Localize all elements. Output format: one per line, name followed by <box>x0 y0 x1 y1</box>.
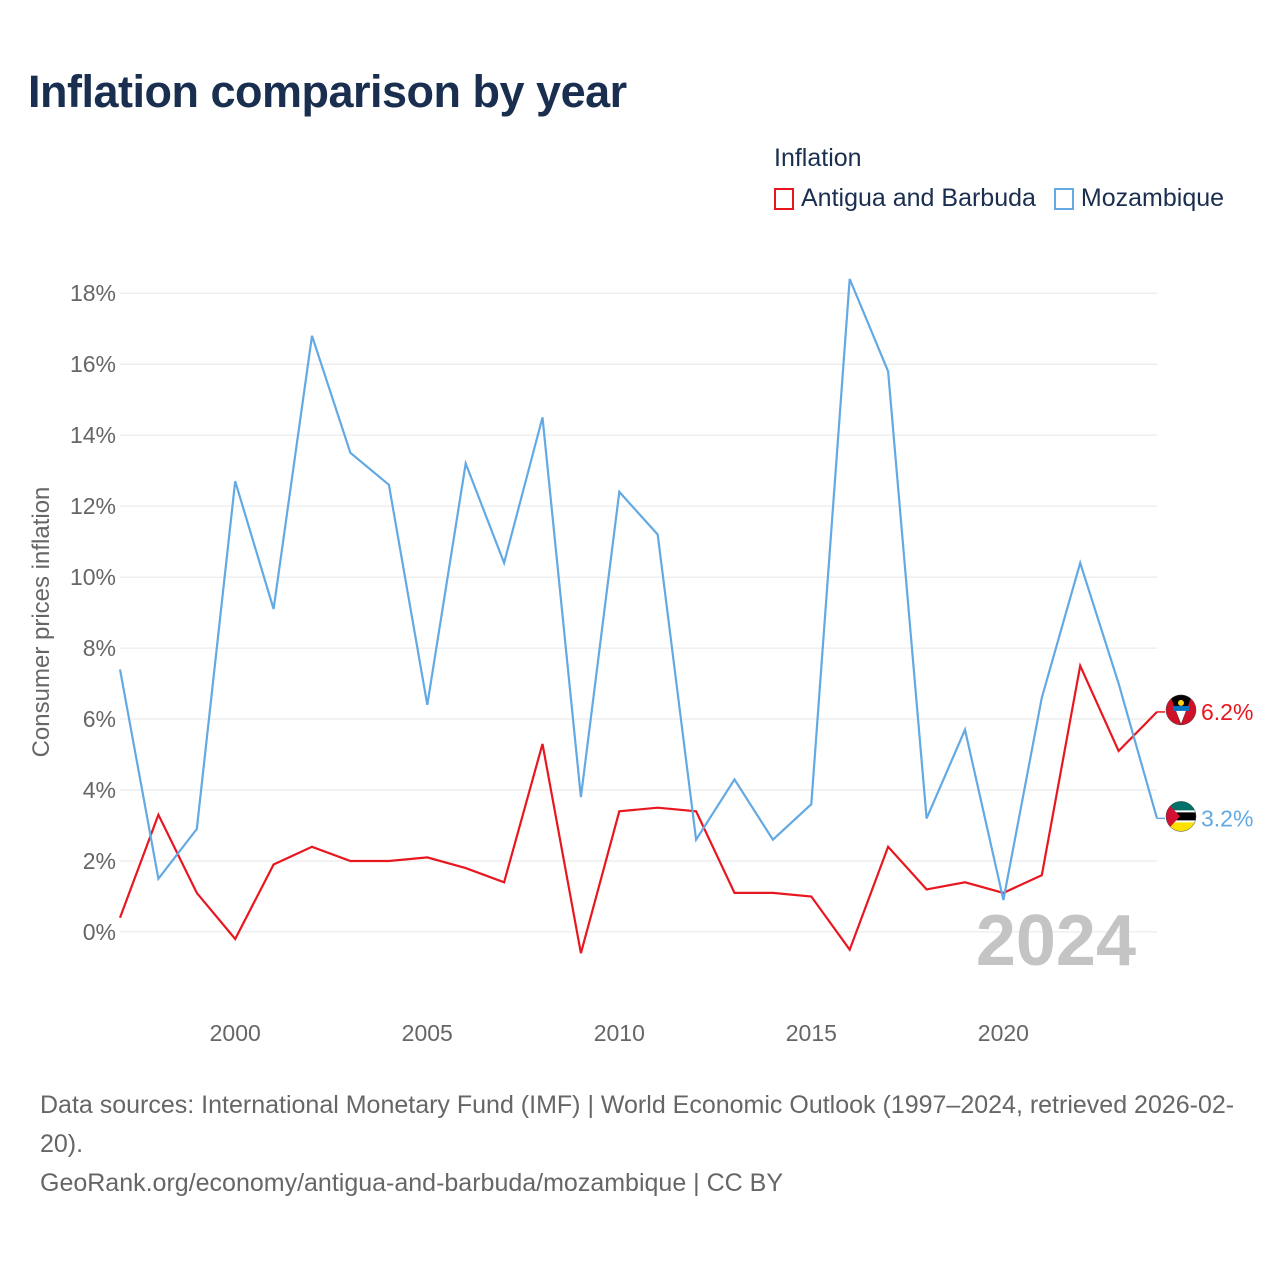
x-tick-2015: 2015 <box>786 1020 837 1046</box>
y-tick-16: 16% <box>70 351 116 377</box>
y-tick-4: 4% <box>83 777 116 803</box>
y-tick-12: 12% <box>70 493 116 519</box>
series-lines <box>118 278 1159 954</box>
y-tick-6: 6% <box>83 706 116 732</box>
legend-item-antigua[interactable]: Antigua and Barbuda <box>774 184 1036 213</box>
x-tick-2020: 2020 <box>978 1020 1029 1046</box>
y-tick-14: 14% <box>70 422 116 448</box>
x-tick-labels: 2000 2005 2010 2015 2020 <box>210 1020 1029 1046</box>
legend-label-mozambique: Mozambique <box>1080 184 1225 212</box>
year-watermark: 2024 <box>976 901 1136 981</box>
x-tick-2000: 2000 <box>210 1020 261 1046</box>
x-tick-2005: 2005 <box>402 1020 453 1046</box>
series-line-antigua[interactable] <box>118 662 1158 954</box>
y-tick-10: 10% <box>70 564 116 590</box>
data-sources: Data sources: International Monetary Fun… <box>40 1091 1235 1158</box>
legend-swatch-antigua <box>774 187 794 210</box>
y-tick-2: 2% <box>83 848 116 874</box>
y-tick-8: 8% <box>83 635 116 661</box>
legend: Antigua and Barbuda Mozambique <box>774 184 1242 213</box>
y-tick-labels: 0% 2% 4% 6% 8% 10% 12% 14% 16% 18% <box>70 280 116 945</box>
end-label-mozambique: 3.2% <box>1201 805 1253 831</box>
flag-icon-antigua <box>1165 694 1197 726</box>
legend-swatch-mozambique <box>1053 187 1074 210</box>
y-tick-0: 0% <box>83 919 116 945</box>
credit-link[interactable]: GeoRank.org/economy/antigua-and-barbuda/… <box>40 1169 784 1197</box>
chart-title: Inflation comparison by year <box>28 66 627 117</box>
legend-item-mozambique[interactable]: Mozambique <box>1053 184 1225 213</box>
footer: Data sources: International Monetary Fun… <box>40 1086 1250 1203</box>
series-line-mozambique[interactable] <box>118 278 1159 901</box>
x-tick-2010: 2010 <box>594 1020 645 1046</box>
series-end-markers: 6.2% 3.2% <box>1157 694 1253 832</box>
flag-icon-mozambique <box>1165 801 1197 832</box>
gridlines <box>120 292 1157 933</box>
legend-title: Inflation <box>774 144 862 172</box>
legend-label-antigua: Antigua and Barbuda <box>801 184 1036 212</box>
y-tick-18: 18% <box>70 280 116 306</box>
end-label-antigua: 6.2% <box>1201 699 1253 725</box>
